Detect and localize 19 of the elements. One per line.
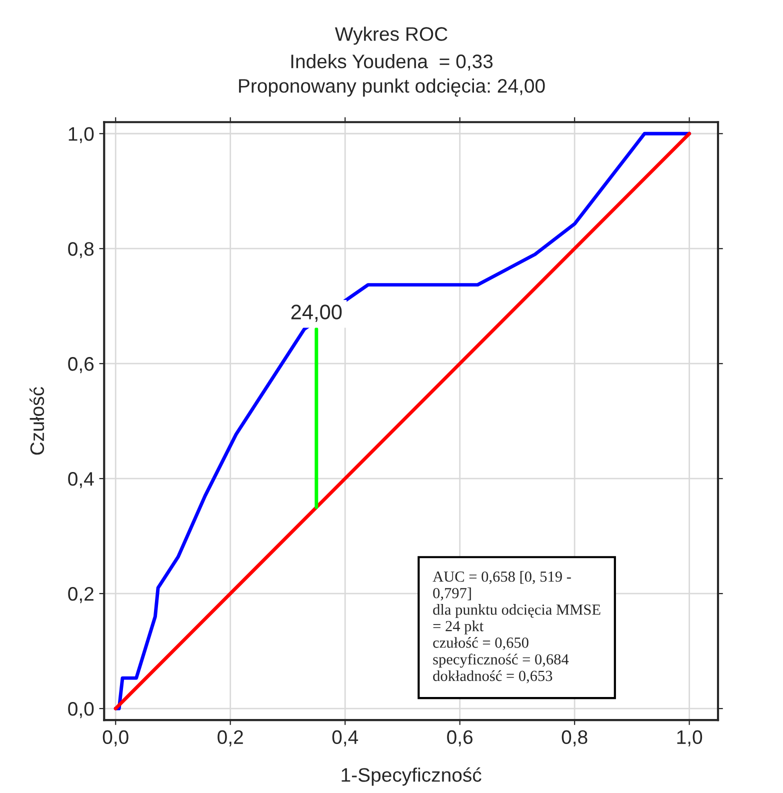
y-axis-title: Czułość — [30, 387, 44, 455]
chart-title: Wykres ROC — [334, 26, 448, 45]
x-tick-label: 0,8 — [562, 730, 588, 746]
x-tick-label: 0,0 — [102, 730, 128, 746]
chart-subtitle: Indeks Youdena = 0,33 Proponowany punkt odcięcia: 24,00 — [239, 54, 545, 97]
line-series — [114, 132, 692, 710]
x-tick-label: 0,6 — [447, 730, 472, 746]
x-tick-label: 0,2 — [218, 730, 243, 746]
annotation: AUC = 0,658 [0, 519 - 0,797] dla punktu odcięcia MMSE = 24 pkt czułość = 0,650 specyficzność = 0,684 dokładność = 0,653 — [432, 571, 600, 684]
x-tick-label: 0,4 — [332, 730, 358, 746]
y-tick-label: 1,0 — [68, 127, 94, 144]
x-axis-title: 1-Specyficzność — [342, 767, 482, 786]
annotation: 24,00 — [291, 304, 342, 322]
y-tick-label: 0,4 — [68, 472, 94, 488]
y-tick-label: 0,0 — [68, 702, 94, 718]
y-tick-label: 0,2 — [68, 587, 94, 604]
x-tick-label: 1,0 — [677, 730, 702, 746]
y-tick-label: 0,8 — [68, 242, 94, 258]
y-tick-label: 0,6 — [68, 357, 94, 374]
